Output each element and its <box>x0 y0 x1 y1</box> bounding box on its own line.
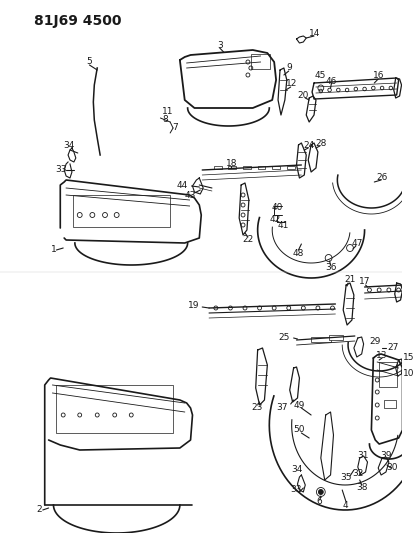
Bar <box>328 335 342 340</box>
Circle shape <box>318 489 323 495</box>
Text: 47: 47 <box>350 239 362 248</box>
Text: 7: 7 <box>172 124 178 133</box>
Text: 27: 27 <box>386 343 397 352</box>
Bar <box>250 54 270 69</box>
Text: 34: 34 <box>63 141 74 149</box>
Text: 34: 34 <box>290 465 301 474</box>
Text: 32: 32 <box>351 469 363 478</box>
Text: 9: 9 <box>286 63 292 72</box>
Text: 50: 50 <box>293 425 304 434</box>
Bar <box>310 337 330 342</box>
Text: 8: 8 <box>162 116 168 125</box>
Text: 44: 44 <box>176 182 187 190</box>
Bar <box>257 166 265 169</box>
Text: 42: 42 <box>269 215 280 224</box>
Text: 41: 41 <box>277 221 288 230</box>
Bar <box>73 195 170 227</box>
Text: 28: 28 <box>314 139 326 148</box>
Text: 14: 14 <box>309 29 320 38</box>
Text: 29: 29 <box>368 337 380 346</box>
Bar <box>242 166 250 169</box>
Text: 23: 23 <box>250 403 262 413</box>
Text: 6: 6 <box>315 497 321 506</box>
Text: 81J69 4500: 81J69 4500 <box>34 14 121 28</box>
Text: 35: 35 <box>339 472 351 481</box>
Bar <box>286 166 294 169</box>
Text: 19: 19 <box>188 301 199 310</box>
Text: 40: 40 <box>271 204 282 213</box>
Bar <box>383 400 395 408</box>
Text: 43: 43 <box>185 190 196 199</box>
Text: 39: 39 <box>379 450 391 459</box>
Bar <box>228 166 236 169</box>
Text: 13: 13 <box>375 351 387 359</box>
Bar <box>56 385 173 433</box>
Text: 49: 49 <box>293 400 304 409</box>
Text: 11: 11 <box>161 108 173 117</box>
Text: 12: 12 <box>285 79 297 88</box>
Text: 10: 10 <box>401 368 413 377</box>
Text: 33: 33 <box>290 486 301 495</box>
Text: 36: 36 <box>324 263 335 272</box>
Text: 48: 48 <box>292 248 304 257</box>
Text: 18: 18 <box>225 158 237 167</box>
Text: 16: 16 <box>373 71 384 80</box>
Text: 30: 30 <box>385 463 396 472</box>
Text: 5: 5 <box>86 58 92 67</box>
Text: 26: 26 <box>375 174 387 182</box>
Text: 2: 2 <box>36 505 42 514</box>
Text: 33: 33 <box>55 166 67 174</box>
Text: 15: 15 <box>401 352 413 361</box>
Bar <box>214 166 221 169</box>
Text: 46: 46 <box>325 77 337 86</box>
Text: 24: 24 <box>303 141 314 149</box>
Text: 1: 1 <box>50 246 56 254</box>
Text: 37: 37 <box>275 402 287 411</box>
Text: 25: 25 <box>278 333 289 342</box>
Text: 17: 17 <box>358 278 370 287</box>
Text: 21: 21 <box>344 276 355 285</box>
Text: 4: 4 <box>342 500 347 510</box>
Text: 22: 22 <box>242 236 253 245</box>
Text: 31: 31 <box>356 450 368 459</box>
Text: 45: 45 <box>313 71 325 80</box>
Text: 38: 38 <box>355 482 366 491</box>
Text: 20: 20 <box>297 91 308 100</box>
Bar <box>272 166 279 169</box>
Text: 3: 3 <box>216 41 222 50</box>
Bar <box>378 362 396 387</box>
